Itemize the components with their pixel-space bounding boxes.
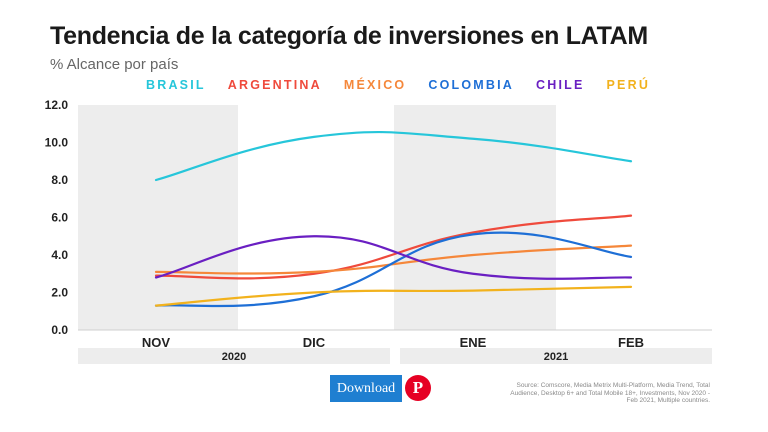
x-tick-label: FEB: [618, 335, 644, 350]
y-tick-label: 8.0: [51, 173, 68, 187]
legend-item-colombia: COLOMBIA: [428, 78, 515, 92]
y-tick-label: 0.0: [51, 323, 68, 337]
download-button[interactable]: Download: [330, 375, 402, 402]
chart-subtitle: % Alcance por país: [50, 56, 179, 73]
series-line-méxico: [154, 244, 633, 275]
y-tick-label: 12.0: [45, 98, 69, 112]
series-line-perú: [154, 285, 633, 307]
y-tick-label: 6.0: [51, 211, 68, 225]
year-group-label: 2020: [222, 351, 246, 363]
y-tick-label: 4.0: [51, 248, 68, 262]
year-group-label: 2021: [544, 351, 568, 363]
legend-item-perú: PERÚ: [606, 78, 651, 92]
background-band: [394, 105, 556, 330]
legend-item-brasil: BRASIL: [146, 78, 206, 92]
background-band: [78, 105, 238, 330]
source-note: Source: Comscore, Media Metrix Multi-Pla…: [510, 382, 710, 404]
series-line-colombia: [154, 231, 633, 308]
pinterest-icon[interactable]: P: [405, 375, 431, 401]
legend-item-méxico: MÉXICO: [343, 78, 407, 92]
y-tick-label: 10.0: [45, 136, 69, 150]
chart-title: Tendencia de la categoría de inversiones…: [50, 22, 648, 50]
series-line-argentina: [154, 214, 633, 280]
x-tick-label: ENE: [460, 335, 487, 350]
series-line-brasil: [154, 130, 633, 182]
y-tick-label: 2.0: [51, 286, 68, 300]
year-group-bar: [400, 348, 712, 364]
chart-legend: BRASIL ARGENTINA MÉXICO COLOMBIA CHILE PERÚ: [146, 78, 650, 92]
x-tick-label: NOV: [142, 335, 171, 350]
legend-item-argentina: ARGENTINA: [227, 78, 322, 92]
series-line-chile: [154, 235, 633, 280]
x-tick-label: DIC: [303, 335, 326, 350]
year-group-bar: [78, 348, 390, 364]
legend-item-chile: CHILE: [536, 78, 585, 92]
